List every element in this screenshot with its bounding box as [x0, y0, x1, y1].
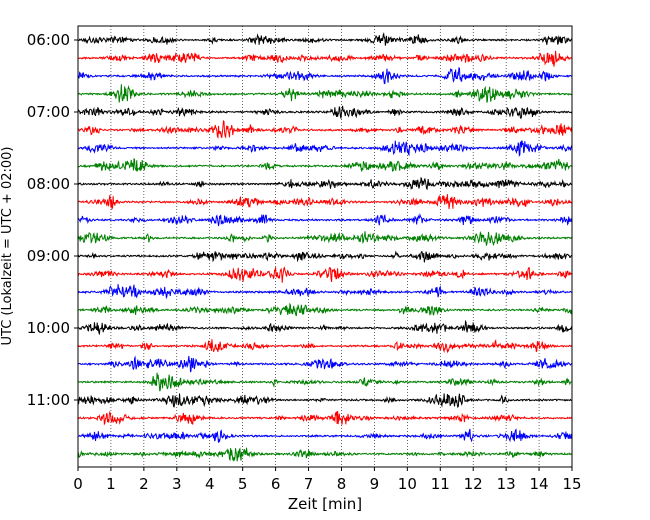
seismogram-trace	[77, 339, 573, 354]
x-axis-ticks: 0 1 2 3 4 5 6 7 8 9 10 11 12 13 14 15	[73, 467, 582, 493]
x-tick-label: 1	[106, 475, 116, 493]
seismogram-trace	[77, 410, 573, 426]
x-tick-label: 12	[464, 475, 483, 493]
x-tick-label: 8	[337, 475, 347, 493]
x-tick-label: 3	[172, 475, 182, 493]
seismogram-trace	[77, 105, 573, 120]
y-tick-label: 06:00	[27, 31, 70, 49]
seismogram-trace	[77, 393, 573, 409]
seismogram-trace	[77, 119, 573, 139]
seismogram-trace	[77, 447, 573, 462]
seismogram-trace	[77, 428, 573, 443]
plot-frame	[77, 25, 573, 468]
seismogram-trace	[77, 84, 573, 103]
seismogram-trace	[77, 157, 573, 173]
x-tick-label: 6	[271, 475, 281, 493]
x-tick-label: 5	[238, 475, 248, 493]
seismogram-trace	[77, 50, 573, 67]
x-tick-label: 14	[530, 475, 549, 493]
seismogram-trace	[77, 66, 573, 85]
seismogram-trace	[77, 231, 573, 246]
x-tick-label: 15	[562, 475, 581, 493]
x-tick-label: 2	[139, 475, 149, 493]
seismogram-trace	[77, 284, 573, 300]
x-tick-label: 0	[73, 475, 83, 493]
y-tick-label: 08:00	[27, 175, 70, 193]
x-tick-label: 13	[497, 475, 516, 493]
x-tick-label: 4	[205, 475, 215, 493]
seismogram-trace	[77, 266, 573, 283]
x-tick-label: 7	[304, 475, 314, 493]
seismogram-trace	[77, 319, 573, 336]
x-tick-label: 11	[431, 475, 450, 493]
x-axis-label: Zeit [min]	[288, 495, 362, 513]
x-tick-label: 10	[398, 475, 417, 493]
seismogram-trace	[77, 212, 573, 227]
y-axis-label: UTC (Lokalzeit = UTC + 02:00)	[0, 147, 15, 346]
x-tick-label: 9	[370, 475, 380, 493]
y-tick-label: 09:00	[27, 247, 70, 265]
seismogram-trace	[77, 302, 573, 316]
y-axis-ticks: 06:00 07:00 08:00 09:00 10:00 11:00	[27, 31, 78, 409]
y-tick-label: 07:00	[27, 103, 70, 121]
y-tick-label: 10:00	[27, 319, 70, 337]
seismogram-trace	[77, 140, 573, 157]
seismogram-trace	[77, 194, 573, 211]
seismogram-trace	[77, 372, 573, 392]
y-tick-label: 11:00	[27, 391, 70, 409]
seismogram-trace	[77, 250, 573, 263]
trace-group	[77, 32, 573, 462]
seismogram-trace	[77, 355, 573, 373]
seismogram-trace	[77, 176, 573, 191]
seismogram-trace	[77, 32, 573, 46]
